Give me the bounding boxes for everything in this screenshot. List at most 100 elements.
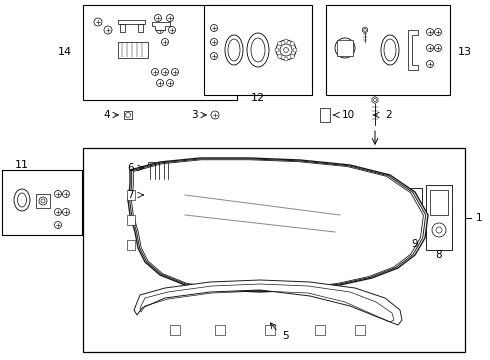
Circle shape [339,42,351,54]
Circle shape [167,80,173,86]
Circle shape [278,54,282,58]
Circle shape [104,26,112,34]
Polygon shape [127,240,135,250]
Circle shape [162,39,169,45]
Polygon shape [131,160,423,290]
Bar [426,185,452,250]
Text: 10: 10 [342,110,355,120]
Text: 8: 8 [436,250,442,260]
Text: 5: 5 [282,331,289,341]
Circle shape [54,190,62,198]
Polygon shape [265,325,275,335]
Circle shape [291,42,294,46]
Circle shape [426,60,434,68]
Circle shape [293,48,297,52]
Circle shape [426,28,434,36]
Circle shape [211,53,218,59]
Circle shape [211,111,219,119]
Polygon shape [363,27,368,33]
Bar [2,170,82,235]
Polygon shape [118,42,148,58]
Bar [326,5,450,95]
Circle shape [284,39,288,43]
Ellipse shape [18,193,26,207]
Polygon shape [355,325,365,335]
Polygon shape [118,20,145,24]
Circle shape [41,199,45,203]
Text: 12: 12 [251,93,265,103]
Text: 7: 7 [127,190,134,200]
Text: 13: 13 [458,47,472,57]
Circle shape [435,28,441,36]
Circle shape [278,42,282,46]
Bar [204,5,312,95]
Ellipse shape [276,40,296,60]
Circle shape [280,44,292,56]
Ellipse shape [14,189,30,211]
Ellipse shape [384,39,396,61]
Polygon shape [134,280,402,325]
Bar [430,190,448,215]
Circle shape [151,68,158,76]
Ellipse shape [251,38,265,62]
Polygon shape [127,190,135,200]
Circle shape [211,24,218,32]
Ellipse shape [381,35,399,65]
Circle shape [39,197,47,205]
Polygon shape [215,325,225,335]
Polygon shape [130,159,426,291]
Circle shape [364,29,367,31]
Ellipse shape [228,39,240,61]
Bar [408,188,422,240]
Circle shape [167,14,173,22]
Text: 9: 9 [412,239,418,249]
Text: 2: 2 [385,110,392,120]
Circle shape [335,38,355,58]
Circle shape [63,208,70,216]
Ellipse shape [225,35,243,65]
Polygon shape [408,30,418,70]
Circle shape [426,45,434,51]
Circle shape [284,57,288,61]
Circle shape [275,48,279,52]
Polygon shape [124,111,132,119]
Bar [83,148,465,352]
Circle shape [291,54,294,58]
Circle shape [54,208,62,216]
Circle shape [172,68,178,76]
Circle shape [125,112,130,117]
Circle shape [284,48,289,53]
Text: 3: 3 [192,110,198,120]
Ellipse shape [247,33,269,67]
Circle shape [154,14,162,22]
Circle shape [162,68,169,76]
Polygon shape [128,158,428,292]
Circle shape [169,27,175,33]
Text: 1: 1 [476,213,483,223]
Circle shape [156,27,164,33]
Bar [152,186,174,204]
Polygon shape [120,24,125,32]
Circle shape [94,18,102,26]
Circle shape [435,45,441,51]
Circle shape [373,98,377,102]
Polygon shape [337,40,353,56]
Bar [83,5,237,100]
Circle shape [436,227,442,233]
Polygon shape [372,96,378,104]
Polygon shape [127,215,135,225]
Text: 11: 11 [15,160,29,170]
Circle shape [156,80,164,86]
Text: 14: 14 [58,47,72,57]
Text: 4: 4 [103,110,110,120]
Bar [148,162,174,180]
Circle shape [211,39,218,45]
Polygon shape [170,325,180,335]
Polygon shape [315,325,325,335]
Circle shape [63,190,70,198]
Circle shape [432,223,446,237]
Bar [148,182,178,208]
Polygon shape [152,22,170,30]
Polygon shape [138,24,143,32]
Polygon shape [145,166,410,285]
